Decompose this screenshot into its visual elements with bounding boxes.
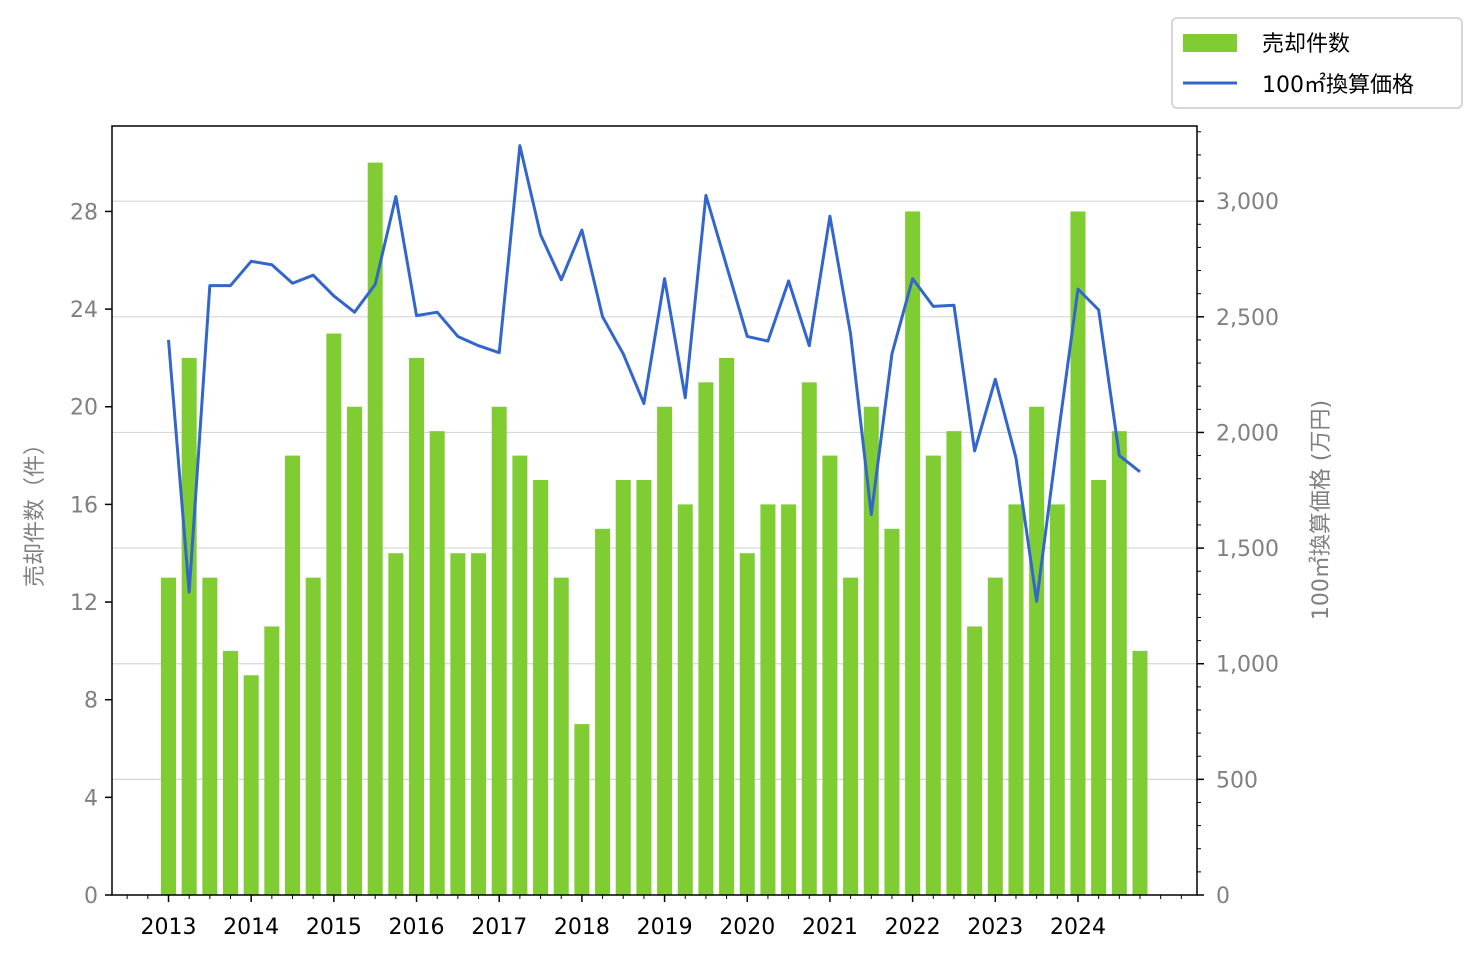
bar-31 bbox=[801, 382, 817, 895]
legend: 売却件数 100㎡換算価格 bbox=[1171, 17, 1463, 109]
bar-10 bbox=[367, 162, 383, 896]
left-tick-label-7: 28 bbox=[70, 200, 98, 225]
bar-23 bbox=[636, 479, 652, 895]
bar-3 bbox=[223, 650, 239, 895]
right-tick-label-4: 2,000 bbox=[1216, 421, 1279, 446]
left-y-axis-title: 売却件数（件） bbox=[23, 433, 48, 587]
line-series bbox=[167, 144, 1141, 603]
bar-12 bbox=[409, 357, 425, 895]
bar-15 bbox=[471, 553, 487, 895]
bar-43 bbox=[1049, 504, 1065, 895]
legend-swatch-bar bbox=[1183, 34, 1237, 52]
left-y-axis: 0 4 8 12 16 20 24 28 bbox=[70, 200, 112, 909]
x-tick-label-0: 2013 bbox=[141, 915, 197, 940]
x-tick-label-7: 2020 bbox=[719, 915, 775, 940]
bar-16 bbox=[491, 406, 507, 895]
x-tick-label-2: 2015 bbox=[306, 915, 362, 940]
bar-32 bbox=[822, 455, 838, 895]
bar-6 bbox=[285, 455, 301, 895]
left-tick-label-6: 24 bbox=[70, 298, 98, 323]
right-y-axis: 0 500 1,000 1,500 2,000 2,500 3,000 bbox=[1197, 131, 1279, 909]
x-tick-label-5: 2018 bbox=[554, 915, 610, 940]
left-tick-label-2: 8 bbox=[84, 689, 98, 714]
bar-19 bbox=[553, 577, 569, 895]
right-tick-label-1: 500 bbox=[1216, 768, 1258, 793]
bar-20 bbox=[574, 724, 590, 895]
bar-46 bbox=[1111, 431, 1127, 895]
x-tick-label-1: 2014 bbox=[223, 915, 279, 940]
bar-22 bbox=[615, 479, 631, 895]
bar-series bbox=[161, 162, 1148, 896]
bar-28 bbox=[739, 553, 755, 895]
bar-37 bbox=[925, 455, 941, 895]
right-tick-label-6: 3,000 bbox=[1216, 190, 1279, 215]
bar-2 bbox=[202, 577, 218, 895]
bar-34 bbox=[863, 406, 879, 895]
x-tick-label-8: 2021 bbox=[802, 915, 858, 940]
bar-35 bbox=[884, 528, 900, 895]
right-tick-label-2: 1,000 bbox=[1216, 653, 1279, 678]
bar-36 bbox=[905, 211, 921, 895]
bar-14 bbox=[450, 553, 466, 895]
right-tick-label-3: 1,500 bbox=[1216, 537, 1279, 562]
bar-1 bbox=[181, 357, 197, 895]
x-tick-label-9: 2022 bbox=[885, 915, 941, 940]
bar-41 bbox=[1008, 504, 1024, 895]
right-y-axis-title: 100㎡換算価格 (万円) bbox=[1308, 400, 1334, 620]
left-tick-label-5: 20 bbox=[70, 396, 98, 421]
bar-13 bbox=[429, 431, 445, 895]
legend-label-line: 100㎡換算価格 bbox=[1262, 72, 1414, 98]
price-line bbox=[167, 144, 1141, 603]
x-tick-label-3: 2016 bbox=[389, 915, 445, 940]
x-tick-label-4: 2017 bbox=[471, 915, 527, 940]
bar-30 bbox=[781, 504, 797, 895]
bar-8 bbox=[326, 333, 342, 895]
right-tick-label-0: 0 bbox=[1216, 884, 1230, 909]
bar-0 bbox=[161, 577, 176, 895]
bar-24 bbox=[657, 406, 673, 895]
bar-42 bbox=[1029, 406, 1045, 895]
left-tick-label-1: 4 bbox=[84, 786, 98, 811]
bar-45 bbox=[1091, 479, 1107, 895]
legend-label-bar: 売却件数 bbox=[1262, 32, 1350, 57]
plot-frame bbox=[111, 125, 1198, 896]
right-tick-label-5: 2,500 bbox=[1216, 306, 1279, 331]
bar-7 bbox=[305, 577, 321, 895]
bar-38 bbox=[946, 431, 962, 895]
x-tick-label-6: 2019 bbox=[637, 915, 693, 940]
bar-44 bbox=[1070, 211, 1086, 895]
bar-18 bbox=[533, 479, 549, 895]
left-tick-label-3: 12 bbox=[70, 591, 98, 616]
bar-27 bbox=[719, 357, 735, 895]
x-axis: 2013 2014 2015 2016 2017 2018 2019 2020 2021 2022… bbox=[126, 895, 1182, 940]
bar-21 bbox=[595, 528, 611, 895]
bar-11 bbox=[388, 553, 404, 895]
x-tick-label-10: 2023 bbox=[967, 915, 1023, 940]
left-tick-label-0: 0 bbox=[84, 884, 98, 909]
bar-4 bbox=[243, 675, 259, 895]
bar-39 bbox=[967, 626, 983, 895]
left-tick-label-4: 16 bbox=[70, 493, 98, 518]
x-tick-label-11: 2024 bbox=[1050, 915, 1106, 940]
bar-9 bbox=[347, 406, 363, 895]
legend-frame bbox=[1171, 17, 1463, 109]
bar-25 bbox=[677, 504, 693, 895]
bar-33 bbox=[843, 577, 859, 895]
bar-17 bbox=[512, 455, 528, 895]
bar-29 bbox=[760, 504, 776, 895]
bar-47 bbox=[1132, 650, 1148, 895]
bar-26 bbox=[698, 382, 714, 895]
bar-5 bbox=[264, 626, 280, 895]
bar-40 bbox=[987, 577, 1003, 895]
